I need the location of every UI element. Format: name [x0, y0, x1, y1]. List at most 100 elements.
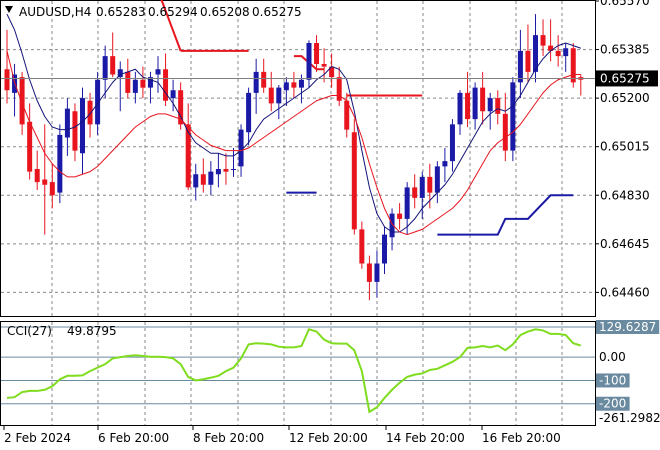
candle-body — [193, 174, 199, 188]
cci-level-lines — [1, 326, 595, 405]
candle-body — [525, 50, 531, 72]
candle-body — [215, 169, 221, 175]
candle-body — [306, 43, 312, 80]
candle-body — [321, 64, 327, 67]
stop-level-line — [160, 0, 182, 52]
cci-level-badge — [596, 320, 660, 334]
candle-body — [412, 187, 418, 198]
candle-body — [246, 92, 252, 133]
candle-body — [95, 79, 101, 125]
candle-body — [163, 69, 169, 101]
candle-body — [110, 56, 116, 75]
ohlc-low: 0.65208 — [200, 5, 250, 19]
candle-body — [404, 187, 410, 219]
candle-body — [427, 176, 433, 193]
candle-body — [419, 176, 425, 198]
candle-body — [208, 171, 214, 185]
x-tick-label: 14 Feb 20:00 — [386, 431, 465, 445]
candle-body — [495, 98, 501, 114]
candle-body — [382, 234, 387, 264]
slow-ma-line — [6, 50, 581, 236]
dropdown-arrow-icon[interactable] — [5, 6, 13, 13]
y-tick-label: 0.64830 — [600, 188, 650, 202]
candle-body — [238, 129, 244, 167]
y-tick-label: 0.64460 — [600, 285, 650, 299]
candle-body — [27, 121, 33, 172]
candle-body — [555, 50, 561, 57]
candle-body — [125, 71, 131, 93]
candlesticks — [4, 14, 584, 301]
candle-body — [314, 43, 320, 64]
candle-body — [472, 87, 478, 120]
current-price-badge — [596, 70, 658, 87]
candle-body — [442, 161, 448, 167]
candle-body — [155, 69, 161, 75]
candle-body — [517, 50, 523, 83]
candle-body — [185, 124, 191, 188]
x-tick-label: 8 Feb 20:00 — [193, 431, 264, 445]
candle-body — [344, 100, 350, 130]
y-tick-label: 0.65570 — [600, 0, 650, 8]
candle-body — [397, 213, 403, 219]
candle-body — [548, 45, 554, 51]
candle-body — [223, 169, 229, 172]
candle-body — [140, 79, 146, 88]
y-tick-label: 0.64645 — [600, 237, 650, 251]
cci-label: CCI(27) — [7, 324, 52, 338]
candle-body — [276, 87, 282, 104]
moving-averages — [6, 13, 581, 236]
candle-body — [298, 79, 304, 88]
x-tick-label: 16 Feb 20:00 — [482, 431, 561, 445]
candle-body — [510, 82, 516, 151]
y-tick-label: 0.65015 — [600, 140, 650, 154]
candle-body — [389, 213, 395, 238]
candle-body — [178, 90, 184, 125]
candle-body — [434, 166, 440, 193]
candle-body — [72, 111, 78, 151]
cci-level-badge — [596, 373, 630, 388]
candle-body — [261, 71, 267, 88]
candle-body — [366, 263, 372, 282]
cci-tick-label: 129.6287 — [599, 320, 656, 334]
candle-body — [449, 124, 455, 162]
cci-tick-label: -261.2982 — [599, 411, 660, 425]
candle-body — [563, 48, 569, 57]
candle-body — [253, 71, 259, 93]
cci-pane-frame — [0, 321, 596, 426]
y-tick-label: 0.65385 — [600, 43, 650, 57]
candle-body — [570, 48, 576, 83]
candle-body — [132, 79, 138, 93]
symbol-label: AUDUSD,H4 — [19, 5, 91, 19]
cci-line — [6, 328, 582, 414]
y-tick-label: 0.65200 — [600, 91, 650, 105]
current-price-label: 0.65275 — [600, 71, 650, 85]
candle-body — [457, 92, 463, 125]
cci-level-badge — [596, 396, 630, 411]
cci-series-line — [6, 328, 582, 414]
fast-ma-line — [6, 13, 581, 233]
candle-body — [57, 134, 63, 193]
candle-body — [329, 66, 335, 78]
candle-body — [283, 82, 289, 91]
candle-body — [351, 132, 357, 230]
candle-body — [487, 98, 493, 112]
candle-body — [147, 77, 153, 88]
candle-body — [117, 69, 123, 78]
cci-value: 49.8795 — [67, 324, 117, 338]
candle-body — [4, 69, 10, 91]
price-axis: 0.65570 0.65385 0.65200 0.65015 0.64830 0.646… — [1, 0, 658, 299]
candle-body — [359, 229, 365, 264]
candle-body — [480, 87, 486, 112]
price-pane-frame — [0, 0, 596, 317]
cci-tick-label: -100 — [599, 373, 626, 387]
candle-body — [42, 179, 48, 185]
candle-body — [49, 182, 55, 196]
candle-body — [465, 92, 471, 120]
candle-body — [540, 35, 546, 46]
ohlc-high: 0.65294 — [148, 5, 198, 19]
candle-body — [19, 77, 25, 125]
ohlc-close: 0.65275 — [252, 5, 302, 19]
candle-body — [231, 169, 236, 170]
candle-body — [291, 82, 297, 88]
